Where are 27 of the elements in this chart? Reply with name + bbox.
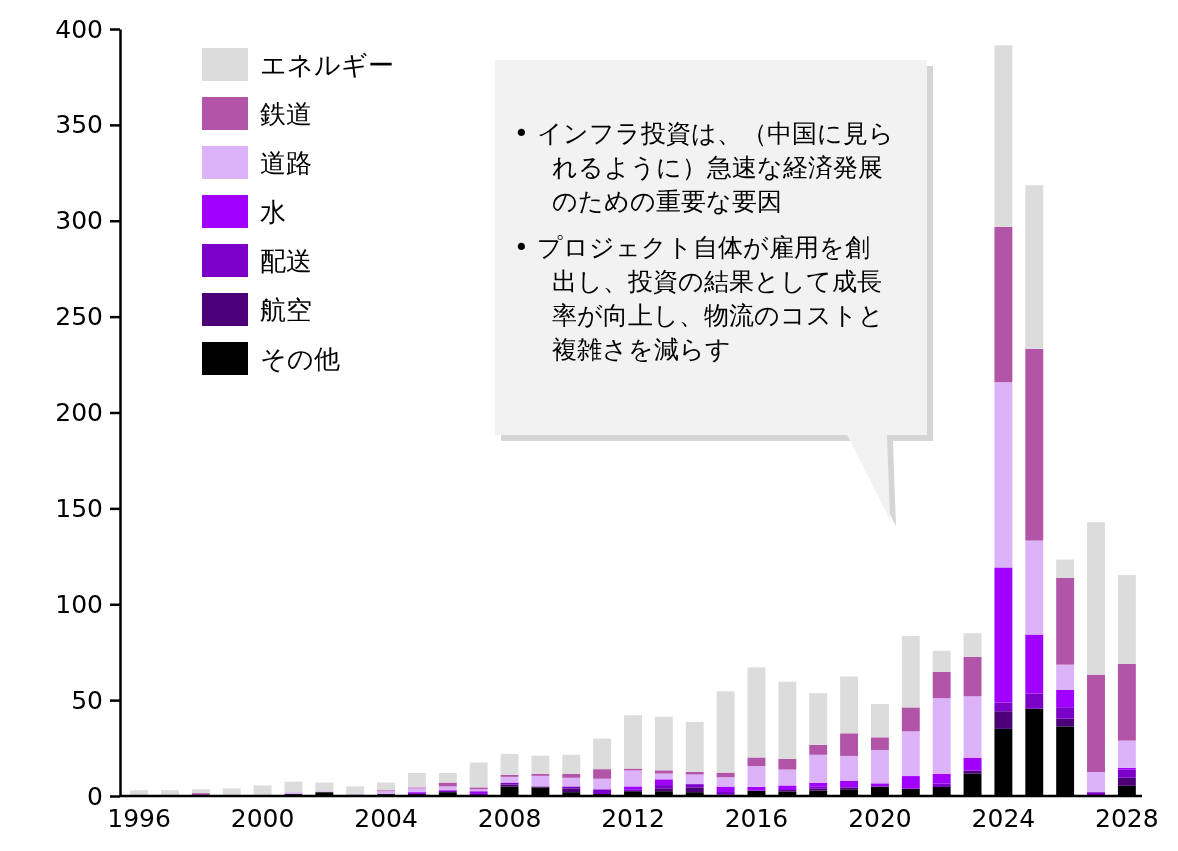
x-tick-label: 2008 (477, 803, 542, 833)
annotation: • プロジェクト自体が雇用を創出し、投資の結果として成長率が向上し、物流のコストと複雑さを減らす (514, 233, 884, 364)
x-tick-label: 2000 (230, 803, 295, 833)
y-tick-label: 250 (55, 302, 103, 332)
y-tick-label: 400 (55, 14, 103, 44)
x-tick-label: 2020 (848, 803, 912, 833)
legend-label: 水 (260, 197, 286, 227)
y-tick-label: 50 (71, 685, 103, 715)
y-tick-label: 0 (87, 781, 103, 811)
legend-label: 航空 (260, 295, 312, 325)
x-tick-label: 2012 (601, 803, 665, 833)
legend-label: 配送 (260, 246, 312, 276)
y-tick-label: 100 (55, 589, 103, 619)
legend-label: その他 (260, 344, 340, 374)
x-tick-label: 2016 (724, 803, 789, 833)
y-tick-label: 150 (55, 493, 103, 523)
legend-label: 道路 (260, 148, 312, 178)
legend-label: エネルギー (260, 50, 394, 80)
y-tick-label: 200 (55, 398, 103, 427)
x-tick-label: 2028 (1095, 803, 1159, 833)
annotation: • インフラ投資は、（中国に見られるように）急速な経済発展のための重要な要因 (514, 119, 894, 216)
x-tick-label: 2024 (971, 803, 1036, 833)
legend-label: 鉄道 (260, 99, 312, 129)
y-tick-label: 350 (55, 110, 103, 140)
x-tick-label: 1996 (107, 803, 171, 833)
y-tick-label: 300 (55, 206, 103, 236)
x-tick-label: 2004 (354, 803, 418, 833)
